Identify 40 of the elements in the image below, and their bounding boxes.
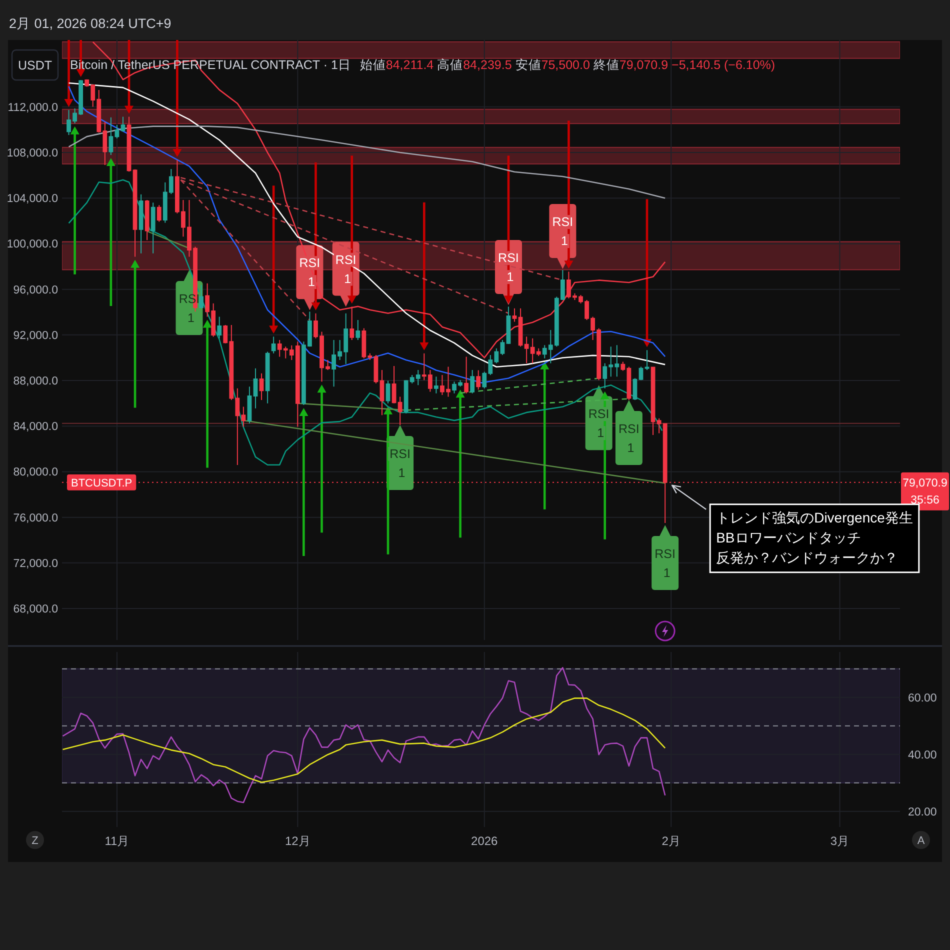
x-tick-label: 11月 — [104, 834, 130, 848]
y-tick-label: 72,000.0 — [13, 558, 58, 570]
text: 35:56 — [910, 494, 940, 506]
text: A — [917, 835, 926, 847]
y-tick-label: 76,000.0 — [13, 512, 58, 524]
x-tick-label: 2月 — [662, 834, 680, 848]
y-tick-label: 80,000.0 — [13, 466, 58, 479]
callout: トレンド強気のDivergence発生 BBロワーバンドタッチ 反発か？バンドウォークか？ — [709, 504, 920, 574]
annotation: RSI 1 — [618, 422, 640, 456]
y-axis-title: USDT — [18, 58, 52, 72]
y-tick-label: 112,000.0 — [8, 102, 58, 114]
annotation: BTCUSDT.P — [71, 477, 132, 490]
ref-line-label: 79,070.9 — [902, 477, 948, 490]
text: 始値84,211.4 高値84,239.5 安値75,500.0 終値79,070.9 −5,140.5 (−6.10%) — [360, 57, 776, 72]
annotation: RSI 1 — [390, 446, 410, 480]
annotation: RSI 1 — [654, 546, 676, 580]
annotation: RSI 1 — [552, 215, 574, 248]
annotation: RSI 1 — [588, 407, 610, 440]
y-tick-label: 68,000.0 — [13, 604, 58, 616]
text: Z — [32, 835, 39, 847]
y-tick-label: 20.00 — [908, 806, 937, 818]
annotation: トレンド強気のDivergence発生 — [716, 509, 913, 526]
y-tick-label: 96,000.0 — [13, 284, 58, 296]
annotation: RSI 1 — [498, 251, 519, 284]
y-tick-label: 100,000.0 — [6, 238, 58, 251]
y-tick-label: 104,000.0 — [6, 193, 58, 206]
y-tick-label: 108,000.0 — [6, 148, 58, 160]
y-tick-label: 60.00 — [908, 692, 937, 704]
annotation: RSI 1 — [299, 256, 320, 290]
annotation: RSI 1 — [335, 252, 356, 286]
x-tick-label: 3月 — [830, 834, 850, 848]
x-tick-label: 12月 — [284, 834, 310, 848]
text: 2月 01, 2026 08:24 UTC+9 — [9, 16, 172, 31]
y-tick-label: 88,000.0 — [13, 376, 58, 388]
y-tick-label: 40.00 — [908, 749, 937, 762]
y-tick-label: 92,000.0 — [13, 330, 58, 342]
annotation: 反発か？バンドウォークか？ — [716, 549, 898, 566]
annotation: BBロワーバンドタッチ — [716, 529, 861, 546]
x-tick-label: 2026 — [471, 834, 498, 848]
y-tick-label: 84,000.0 — [13, 421, 58, 434]
